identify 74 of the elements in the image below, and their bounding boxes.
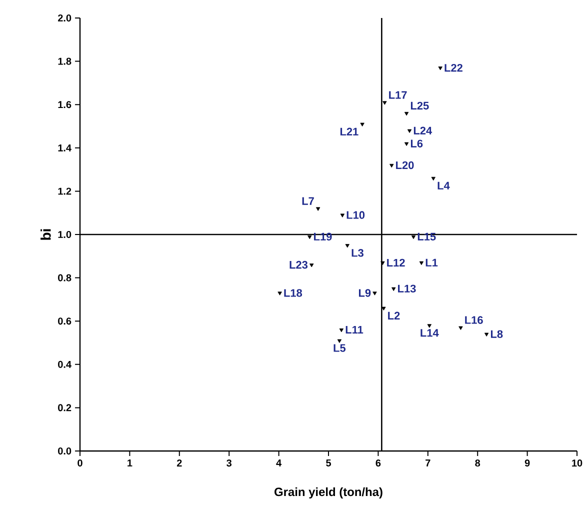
x-tick-label: 10 [572,460,582,467]
y-tick-label: 0.6 [58,318,72,325]
point [372,292,377,296]
point [390,164,394,168]
x-tick-label: 3 [226,460,232,467]
point [404,112,409,116]
x-tick-label: 5 [326,460,331,466]
y-tick-label: 0.2 [58,404,72,412]
annotation: L3 [352,249,364,257]
point [484,332,489,336]
point [427,324,432,328]
point [431,176,436,181]
y-tick-label: 1.0 [58,230,72,238]
point [340,214,345,218]
point [278,292,282,296]
annotation: L8 [490,330,503,338]
point [308,235,312,240]
point [438,66,442,70]
annotation: L15 [418,232,436,240]
annotation: L6 [410,140,423,148]
annotation: L24 [414,126,432,134]
point [407,129,412,133]
annotation: L23 [290,260,308,269]
x-tick-label: 4 [276,460,282,466]
annotation: L2 [388,312,400,320]
annotation: L19 [314,232,332,241]
x-tick-label: 2 [176,460,182,466]
point [337,339,342,343]
annotation: L9 [358,289,371,297]
y-axis-title: bi [40,229,51,240]
y-tick-label: 1.6 [58,101,72,108]
point [345,244,350,248]
point [382,101,387,105]
point [404,142,409,146]
y-tick-label: 1.2 [58,188,72,195]
annotation: L11 [346,326,364,334]
y-tick-label: 1.8 [58,58,72,65]
annotation: L13 [398,284,416,293]
x-tick-label: 7 [426,460,430,466]
y-tick-label: 2.0 [58,14,72,22]
x-axis-title: Grain yield (ton/ha) [274,487,382,499]
annotation: L12 [387,258,405,266]
point [380,261,385,266]
annotation: L22 [444,64,462,72]
annotation: L17 [389,91,407,99]
annotation: L4 [438,182,450,190]
point [316,207,320,211]
annotation: L5 [334,344,346,352]
x-tick-label: 1 [128,460,132,466]
point [382,306,386,310]
annotation: L10 [346,211,365,219]
point [458,326,463,330]
x-tick-label: 0 [78,460,82,467]
annotation: L14 [420,329,439,337]
x-tick-label: 6 [376,460,381,467]
point [392,287,396,292]
point [360,122,364,126]
x-tick-label: 9 [524,460,530,467]
y-tick-label: 0.0 [58,447,72,455]
x-tick-label: 8 [475,460,480,467]
annotation: L18 [284,289,302,297]
annotation: L16 [465,316,483,324]
point [339,328,344,332]
point [419,261,424,266]
y-tick-label: 1.4 [58,144,72,152]
annotation: L25 [410,102,429,110]
annotation: L7 [302,197,314,205]
y-tick-label: 0.4 [58,360,72,368]
point [310,264,314,268]
annotation: L21 [340,128,358,136]
point [411,235,416,240]
y-tick-label: 0.8 [58,274,72,282]
annotation: L1 [426,258,438,266]
annotation: L20 [396,161,414,170]
